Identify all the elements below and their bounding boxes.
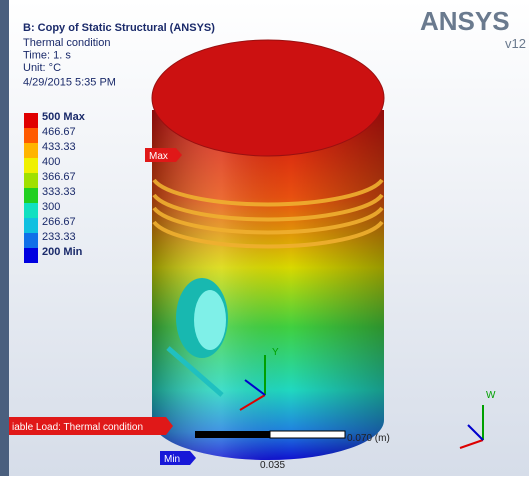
min-probe: Min xyxy=(160,451,196,465)
max-label: Max xyxy=(149,151,168,162)
legend-label: 266.67 xyxy=(42,216,76,228)
info-line: Time: 1. s xyxy=(23,50,71,62)
logo-version: v12 xyxy=(505,36,526,51)
legend-label: 300 xyxy=(42,201,60,213)
legend-label: 500 Max xyxy=(42,111,86,123)
scale-end: 0.070 (m) xyxy=(347,433,390,444)
banner-text: iable Load: Thermal condition xyxy=(12,422,143,433)
legend-swatch xyxy=(24,188,38,203)
info-line: Thermal condition xyxy=(23,37,110,49)
legend-swatch xyxy=(24,113,38,128)
legend-swatch xyxy=(24,143,38,158)
logo-name: ANSYS xyxy=(420,6,510,36)
legend-label: 333.33 xyxy=(42,186,76,198)
legend-swatch xyxy=(24,173,38,188)
banner: iable Load: Thermal condition xyxy=(9,417,173,435)
legend-swatch xyxy=(24,203,38,218)
title: B: Copy of Static Structural (ANSYS) xyxy=(23,22,215,34)
max-probe: Max xyxy=(145,148,182,162)
triad-w: W xyxy=(486,390,496,401)
triad-y: Y xyxy=(272,347,279,358)
legend-swatch xyxy=(24,158,38,173)
legend-label: 366.67 xyxy=(42,171,76,183)
viewport: B: Copy of Static Structural (ANSYS) The… xyxy=(0,0,529,476)
legend-label: 200 Min xyxy=(42,246,83,258)
side-strip xyxy=(0,0,9,476)
info-line: 4/29/2015 5:35 PM xyxy=(23,77,116,89)
legend-label: 466.67 xyxy=(42,126,76,138)
legend-label: 433.33 xyxy=(42,141,76,153)
min-label: Min xyxy=(164,454,180,465)
piston xyxy=(152,40,384,460)
legend-swatch xyxy=(24,248,38,263)
legend-swatch xyxy=(24,218,38,233)
legend-label: 400 xyxy=(42,156,60,168)
legend-swatch xyxy=(24,233,38,248)
info-line: Unit: °C xyxy=(23,62,61,74)
legend-swatch xyxy=(24,128,38,143)
legend-label: 233.33 xyxy=(42,231,76,243)
scale-mid: 0.035 xyxy=(260,460,285,471)
